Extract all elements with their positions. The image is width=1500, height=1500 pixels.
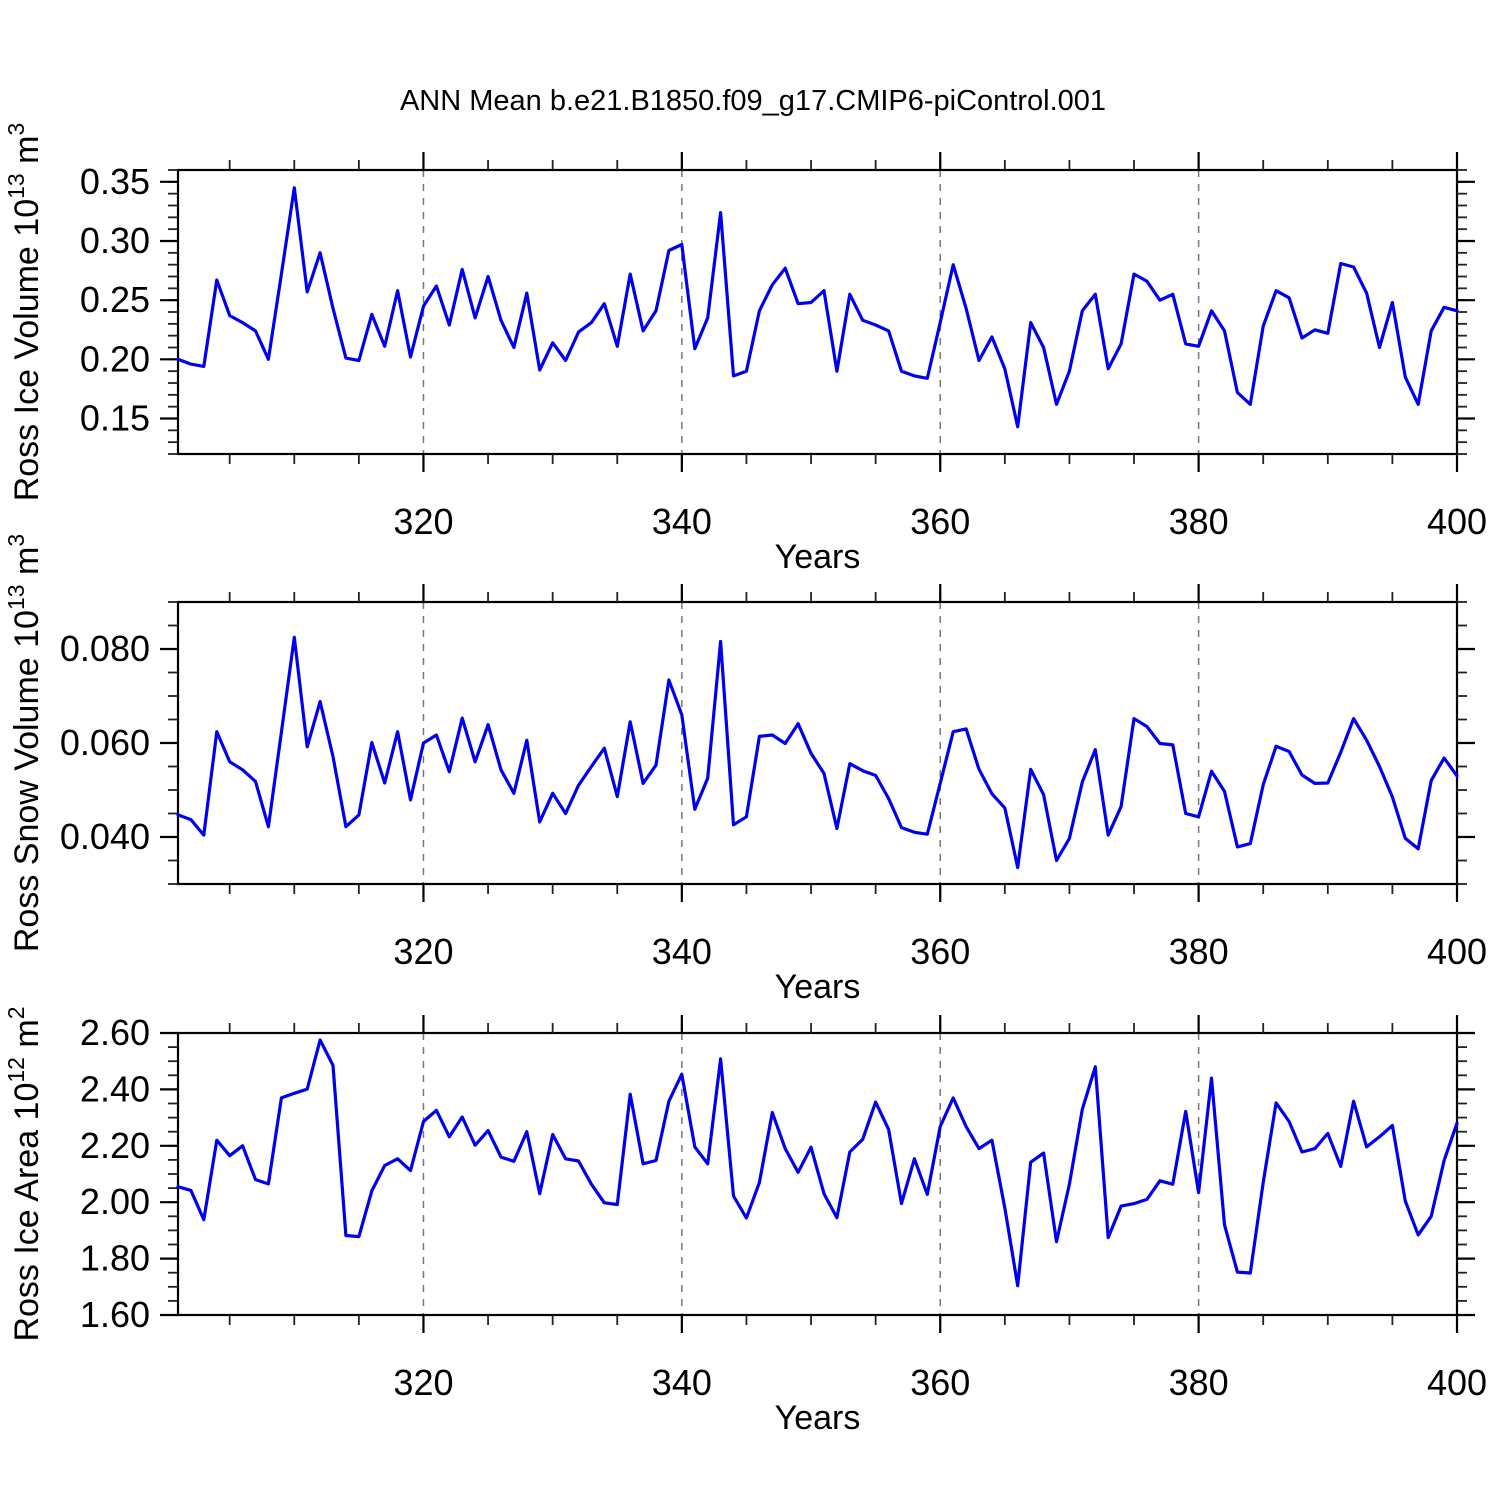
panel-ross-ice-volume: 320 340 360 380 400 0.15 0.20 0.25 0.30 0.35 Years… — [3, 123, 1487, 576]
x-tick-label: 380 — [1169, 501, 1229, 542]
x-axis-label: Years — [775, 968, 861, 1006]
y-tick-label: 2.40 — [80, 1068, 150, 1109]
y-tick-label: 0.35 — [80, 161, 150, 202]
data-line — [176, 186, 1459, 429]
y-axis-label: Ross Ice Area 1012 m2 — [3, 1006, 46, 1341]
x-tick-label: 400 — [1427, 501, 1487, 542]
y-tick-label: 0.25 — [80, 279, 150, 320]
y-tick-label: 2.60 — [80, 1012, 150, 1053]
plot-frame — [176, 168, 1459, 456]
x-tick-label: 360 — [910, 931, 970, 972]
y-tick-label: 0.30 — [80, 220, 150, 261]
y-tick-label: 0.040 — [60, 816, 150, 857]
x-tick-label: 320 — [393, 1362, 453, 1403]
x-axis-label: Years — [775, 1399, 861, 1437]
x-tick-label: 360 — [910, 501, 970, 542]
y-tick-label: 0.060 — [60, 722, 150, 763]
y-tick-label: 2.20 — [80, 1125, 150, 1166]
x-tick-label: 320 — [393, 501, 453, 542]
x-tick-label: 400 — [1427, 931, 1487, 972]
panel-ross-ice-area: 320 340 360 380 400 1.60 1.80 2.00 2.20 2.40 2.60 Y… — [3, 1006, 1487, 1437]
x-tick-label: 380 — [1169, 931, 1229, 972]
y-tick-label: 2.00 — [80, 1181, 150, 1222]
data-line — [176, 1038, 1459, 1288]
x-tick-label: 340 — [652, 1362, 712, 1403]
y-tick-label: 1.60 — [80, 1294, 150, 1335]
y-tick-label: 0.080 — [60, 628, 150, 669]
x-tick-label: 400 — [1427, 1362, 1487, 1403]
y-tick-label: 0.20 — [80, 338, 150, 379]
plot-frame — [176, 600, 1459, 886]
x-tick-label: 340 — [652, 501, 712, 542]
x-tick-label: 320 — [393, 931, 453, 972]
figure-title: ANN Mean b.e21.B1850.f09_g17.CMIP6-piCon… — [400, 85, 1106, 117]
x-tick-label: 360 — [910, 1362, 970, 1403]
data-line — [176, 635, 1459, 870]
x-tick-label: 380 — [1169, 1362, 1229, 1403]
y-tick-label: 1.80 — [80, 1238, 150, 1279]
panel-ross-snow-volume: 320 340 360 380 400 0.040 0.060 0.080 Years Ross … — [3, 534, 1487, 1006]
y-axis-label: Ross Ice Volume 1013 m3 — [3, 123, 46, 502]
x-axis-label: Years — [775, 538, 861, 576]
x-tick-label: 340 — [652, 931, 712, 972]
y-axis-label: Ross Snow Volume 1013 m3 — [3, 534, 46, 952]
y-tick-label: 0.15 — [80, 398, 150, 439]
